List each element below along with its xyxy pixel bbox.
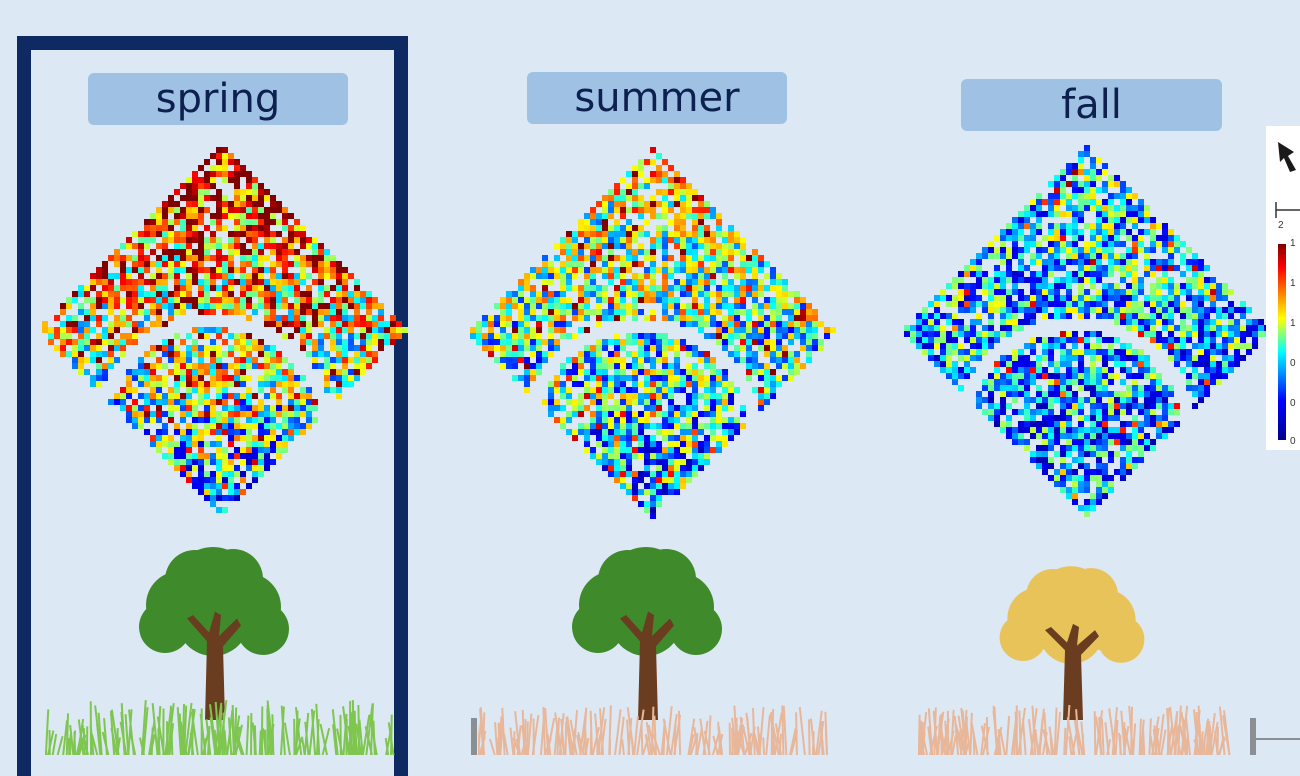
fence-rail [1256,738,1300,740]
legend-tick: 1 [1290,278,1296,289]
legend-tick: 1 [1290,238,1296,249]
scale-bar-label: 2 [1278,220,1284,231]
legend-tick: 0 [1290,436,1296,447]
fall-grass-icon [918,705,1233,755]
summer-grass-icon [478,705,828,755]
fence-post [1250,718,1256,755]
summer-heatmap [458,135,838,525]
season-label-summer: summer [527,72,787,124]
spring-tree-icon [125,545,300,720]
north-arrow-icon [1278,142,1296,172]
fall-heatmap [892,133,1272,523]
colorbar-legend: 2 1 1 1 0 0 0 [1266,126,1300,450]
fence-post [471,718,477,755]
legend-tick: 0 [1290,358,1296,369]
season-label-fall: fall [961,79,1222,131]
fall-tree-icon [983,565,1158,720]
spring-grass-icon [45,700,395,755]
season-label-spring: spring [88,73,348,125]
summer-tree-icon [558,545,733,720]
legend-tick: 0 [1290,398,1296,409]
legend-tick: 1 [1290,318,1296,329]
spring-heatmap [30,135,410,520]
